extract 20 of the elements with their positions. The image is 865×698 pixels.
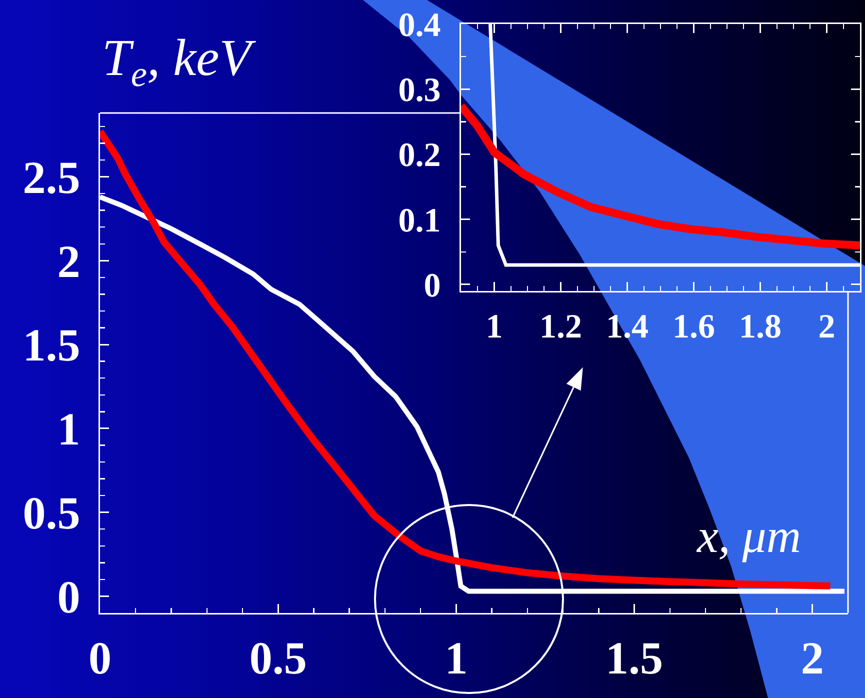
x-tick-label: 1.8 bbox=[739, 308, 782, 346]
y-tick-label: 0 bbox=[57, 571, 80, 622]
y-tick-label: 0.3 bbox=[398, 72, 441, 110]
x-tick-label: 1 bbox=[486, 308, 503, 346]
y-tick-label: 0 bbox=[424, 267, 441, 304]
x-tick-label: 2 bbox=[800, 632, 824, 684]
y-tick-label: 0.2 bbox=[398, 137, 441, 174]
x-tick-label: 0.5 bbox=[249, 632, 307, 684]
y-tick-label: 1 bbox=[57, 404, 80, 455]
y-axis-title: T$_{e}$, keV bbox=[102, 30, 256, 94]
x-tick-label: 1.6 bbox=[672, 308, 715, 346]
x-tick-label: 2 bbox=[818, 308, 836, 346]
y-tick-label: 2 bbox=[57, 236, 80, 287]
y-tick-label: 0.5 bbox=[22, 487, 80, 538]
y-tick-label: 0.1 bbox=[398, 202, 441, 240]
y-tick-label: 0.4 bbox=[398, 6, 441, 44]
x-tick-label: 1.2 bbox=[540, 308, 582, 346]
y-tick-label: 2.5 bbox=[22, 152, 80, 203]
x-tick-label: 1.5 bbox=[606, 632, 664, 684]
x-tick-label: 0 bbox=[88, 632, 112, 684]
